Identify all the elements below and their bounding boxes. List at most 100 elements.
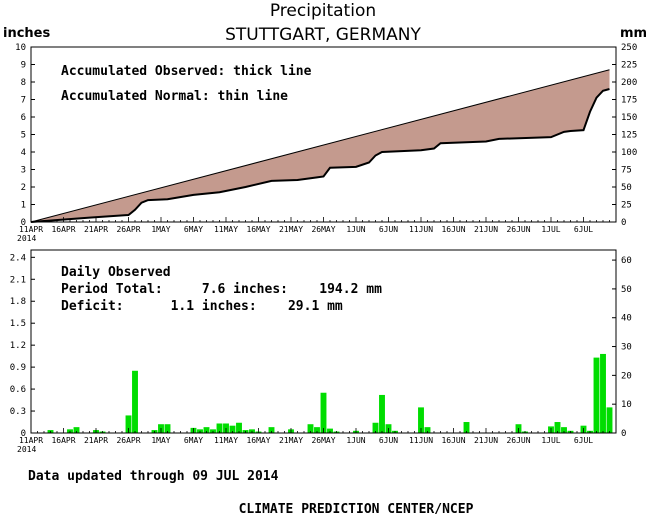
top-y-tick-label-left: 0 (21, 218, 26, 228)
top-y-tick-label-right: 200 (621, 78, 637, 88)
daily-bar (606, 407, 613, 433)
normal-accumulated-line (30, 69, 610, 223)
footer-credit: CLIMATE PREDICTION CENTER/NCEP (239, 502, 474, 517)
chart-subtitle: STUTTGART, GERMANY (225, 25, 421, 45)
bottom-annotation-daily: Daily Observed (61, 265, 171, 280)
bottom-x-tick-label: 11MAY (214, 436, 238, 445)
top-x-tick-label: 1JUL (541, 225, 560, 234)
top-x-tick-label: 11JUN (409, 225, 433, 234)
top-x-tick-label: 16APR (51, 225, 75, 234)
bottom-x-tick-label: 16MAY (246, 436, 270, 445)
bottom-y-tick-label-right: 0 (621, 429, 626, 439)
bottom-y-tick-label-left: 1.5 (10, 319, 26, 329)
bottom-y-tick-label-left: 0.6 (10, 385, 26, 395)
daily-bar (593, 357, 600, 433)
top-y-tick-label-left: 3 (21, 166, 26, 176)
updated-text: Data updated through 09 JUL 2014 (28, 469, 279, 484)
top-y-tick-label-right: 75 (621, 166, 632, 176)
bottom-annotation-deficit: Deficit: 1.1 inches: 29.1 mm (61, 299, 343, 314)
units-right-label: mm (620, 26, 646, 41)
top-x-tick-label: 26JUN (506, 225, 530, 234)
top-annotation-normal: Accumulated Normal: thin line (61, 89, 288, 104)
daily-bar (216, 423, 223, 433)
top-x-tick-label: 21APR (84, 225, 108, 234)
bottom-x-tick-label: 6MAY (184, 436, 203, 445)
daily-bar (327, 428, 333, 433)
daily-bar (268, 427, 275, 433)
daily-bar (463, 422, 470, 433)
bottom-x-tick-label: 1JUL (541, 436, 560, 445)
daily-bar (236, 422, 242, 433)
top-y-tick-label-left: 2 (21, 183, 26, 193)
top-y-tick-label-right: 25 (621, 201, 632, 211)
top-x-tick-label: 16JUN (441, 225, 465, 234)
bottom-x-tick-label: 6JUN (379, 436, 398, 445)
top-y-tick-label-right: 100 (621, 148, 637, 158)
daily-bar (314, 427, 320, 433)
top-x-tick-label: 26MAY (311, 225, 335, 234)
bottom-x-tick-label: 16JUN (441, 436, 465, 445)
daily-bar (554, 422, 561, 433)
daily-bar (164, 424, 171, 433)
bottom-y-tick-label-left: 1.2 (10, 341, 26, 351)
bottom-x-tick-label: 21APR (84, 436, 108, 445)
bottom-x-tick-label: 26MAY (311, 436, 335, 445)
top-y-tick-label-left: 10 (15, 43, 26, 53)
daily-bar (73, 427, 80, 433)
top-x-tick-label: 16MAY (246, 225, 270, 234)
bottom-y-tick-label-left: 0.9 (10, 363, 26, 373)
bottom-y-tick-label-left: 0.3 (10, 407, 26, 417)
top-x-tick-label: 11APR (19, 225, 43, 234)
top-y-tick-label-left: 4 (21, 148, 26, 158)
top-x-tick-label: 21JUN (474, 225, 498, 234)
daily-bar (229, 425, 236, 433)
daily-panel: 0 0.3 0.6 0.9 1.2 1.5 1.8 2.1 2.4 0 10 20 30 40 50 60 11… (10, 249, 632, 454)
top-y-tick-label-left: 6 (21, 113, 26, 123)
top-x-tick-label: 6MAY (184, 225, 203, 234)
daily-bar (320, 392, 327, 433)
observed-accumulated-line (30, 88, 610, 223)
top-y-tick-label-left: 8 (21, 78, 26, 88)
daily-bar (125, 415, 132, 433)
daily-bar (203, 427, 210, 433)
top-x-tick-label: 6JUN (379, 225, 398, 234)
top-annotation-observed: Accumulated Observed: thick line (61, 64, 312, 79)
bottom-y-tick-label-right: 50 (621, 285, 632, 295)
top-x-tick-label: 21MAY (279, 225, 303, 234)
bottom-x-tick-label: 26JUN (506, 436, 530, 445)
top-x-tick-label: 1JUN (346, 225, 365, 234)
top-y-tick-label-right: 175 (621, 96, 637, 106)
top-y-tick-label-right: 125 (621, 131, 637, 141)
bottom-x-tick-label: 6JUL (574, 436, 593, 445)
top-y-tick-label-left: 5 (21, 131, 26, 141)
bottom-x-year-label: 2014 (17, 445, 36, 454)
bottom-y-tick-label-right: 20 (621, 371, 632, 381)
daily-bar (561, 427, 567, 433)
bottom-y-tick-label-right: 10 (621, 400, 632, 410)
daily-bar (132, 370, 138, 433)
top-x-year-label: 2014 (17, 234, 36, 243)
bottom-x-tick-label: 11APR (19, 436, 43, 445)
bottom-x-tick-label: 1MAY (151, 436, 170, 445)
daily-bar (418, 407, 424, 433)
bottom-x-tick-label: 1JUN (346, 436, 365, 445)
accumulated-panel: 0123456789100255075100125150175200225250… (15, 43, 637, 243)
top-y-tick-label-right: 225 (621, 61, 637, 71)
bottom-y-tick-label-left: 1.8 (10, 297, 26, 307)
top-y-tick-label-left: 1 (21, 201, 26, 211)
top-y-tick-label-right: 0 (621, 218, 626, 228)
top-y-tick-label-right: 250 (621, 43, 637, 53)
bottom-y-tick-label-left: 2.1 (10, 275, 26, 285)
bottom-x-tick-label: 16APR (51, 436, 75, 445)
bottom-x-tick-label: 26APR (116, 436, 140, 445)
bottom-y-tick-label-left: 0 (21, 429, 26, 439)
bottom-y-tick-label-right: 40 (621, 314, 632, 324)
top-y-tick-label-right: 50 (621, 183, 632, 193)
top-x-tick-label: 11MAY (214, 225, 238, 234)
top-x-tick-label: 26APR (116, 225, 140, 234)
daily-bar (379, 394, 385, 433)
daily-bar (372, 422, 379, 433)
bottom-x-tick-label: 21JUN (474, 436, 498, 445)
bottom-y-tick-label-left: 2.4 (10, 253, 26, 263)
daily-bar (307, 424, 314, 433)
